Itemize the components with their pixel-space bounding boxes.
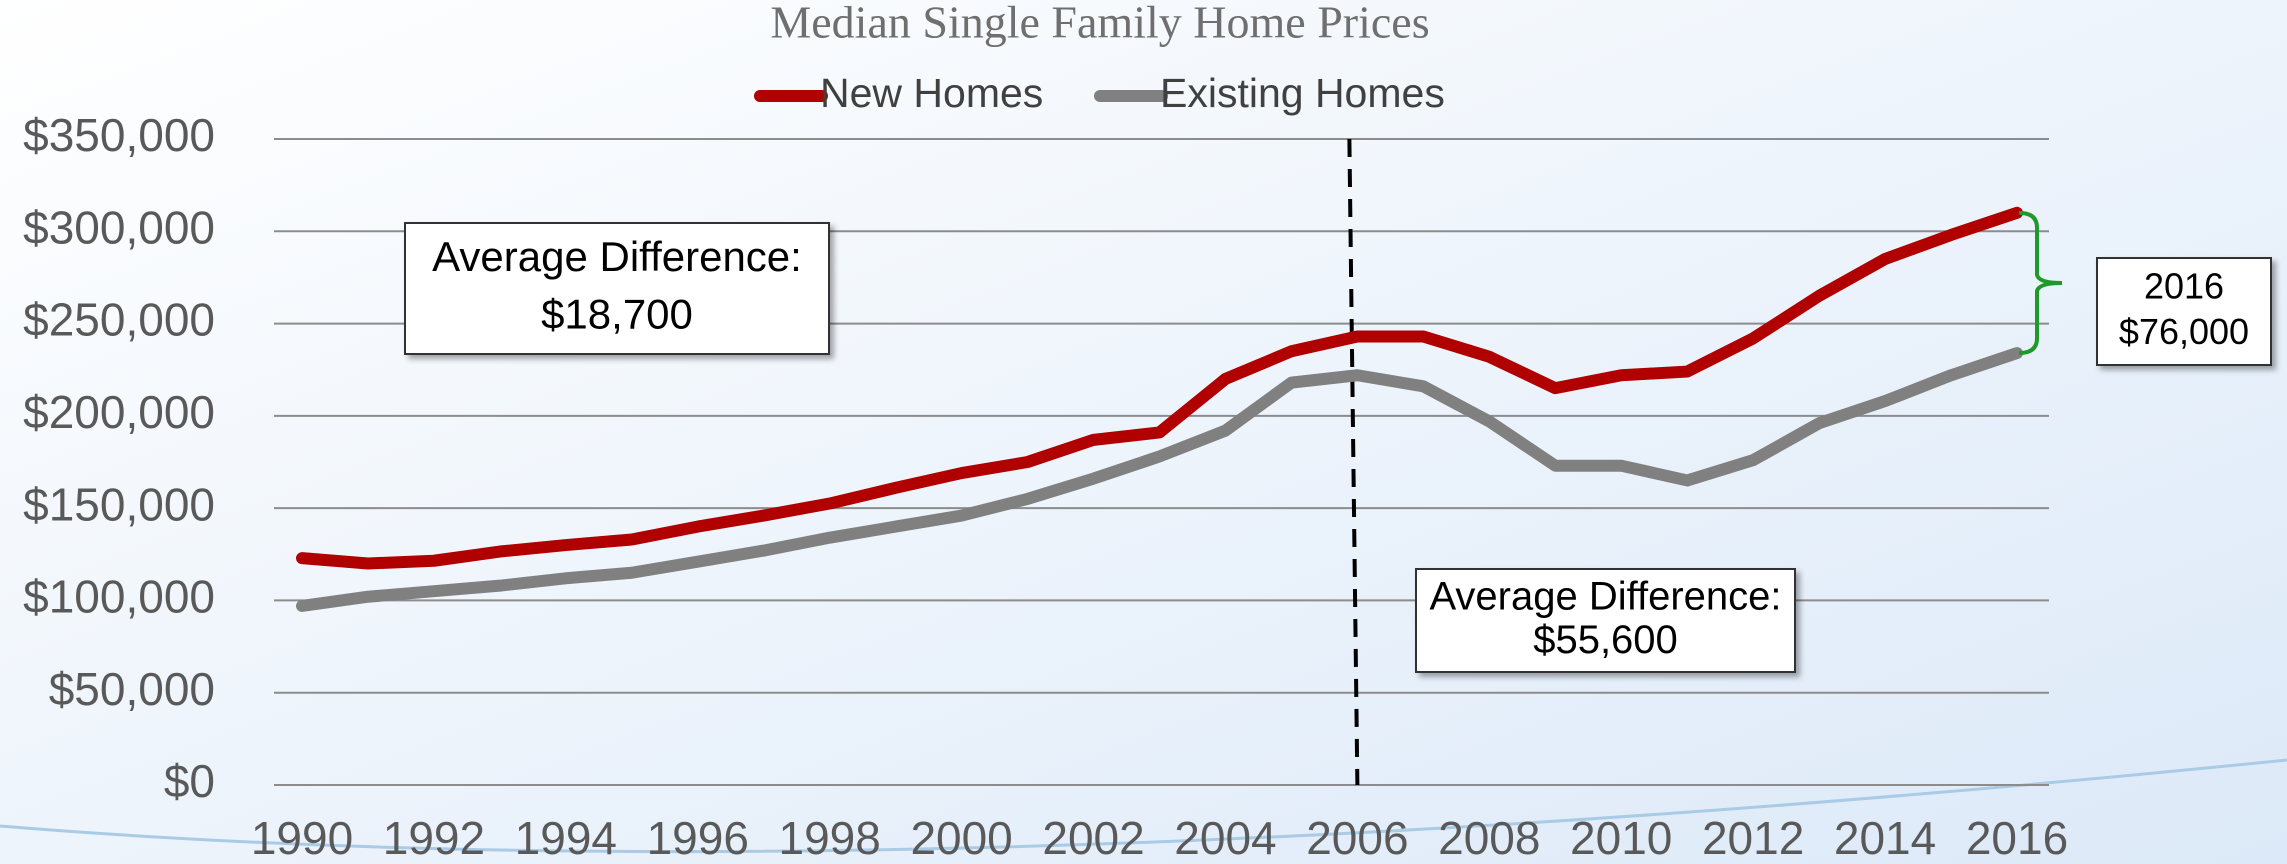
annotation-text: $55,600	[1533, 618, 1678, 662]
difference-bracket	[2018, 210, 2063, 356]
y-tick-label: $350,000	[23, 109, 215, 161]
x-tick-label: 2004	[1174, 812, 1276, 864]
annotation-text: 2016	[2144, 265, 2224, 306]
annotation-text: $76,000	[2119, 311, 2249, 352]
y-tick-label: $250,000	[23, 294, 215, 346]
x-tick-label: 1998	[779, 812, 881, 864]
y-tick-label: $300,000	[23, 201, 215, 253]
x-tick-label: 1996	[647, 812, 749, 864]
x-tick-label: 2008	[1438, 812, 1540, 864]
annotation-text: $18,700	[541, 290, 693, 337]
y-tick-label: $50,000	[49, 663, 215, 715]
annotation-box	[2096, 257, 2272, 366]
divider-line	[1347, 138, 1360, 786]
x-tick-label: 1990	[251, 812, 353, 864]
x-tick-label: 2016	[1966, 812, 2068, 864]
x-tick-label: 2014	[1834, 812, 1936, 864]
series-line	[296, 206, 2023, 570]
x-tick-label: 2002	[1042, 812, 1144, 864]
annotation-text: Average Difference:	[432, 233, 802, 280]
decor-curve	[0, 758, 2287, 854]
annotation-text: Average Difference:	[1429, 574, 1781, 618]
x-tick-label: 2006	[1306, 812, 1408, 864]
y-tick-label: $0	[164, 755, 215, 807]
x-tick-label: 1994	[515, 812, 617, 864]
y-tick-label: $150,000	[23, 478, 215, 530]
y-tick-label: $100,000	[23, 571, 215, 623]
legend-label: New Homes	[820, 70, 1043, 116]
series-line	[296, 347, 2023, 612]
chart-title: Median Single Family Home Prices	[770, 0, 1429, 48]
x-tick-label: 2000	[910, 812, 1012, 864]
x-tick-label: 2012	[1702, 812, 1804, 864]
y-tick-label: $200,000	[23, 386, 215, 438]
annotation-box	[404, 222, 830, 355]
x-tick-label: 1992	[383, 812, 485, 864]
annotation-box	[1415, 568, 1796, 673]
x-tick-label: 2010	[1570, 812, 1672, 864]
legend-label: Existing Homes	[1160, 70, 1445, 116]
